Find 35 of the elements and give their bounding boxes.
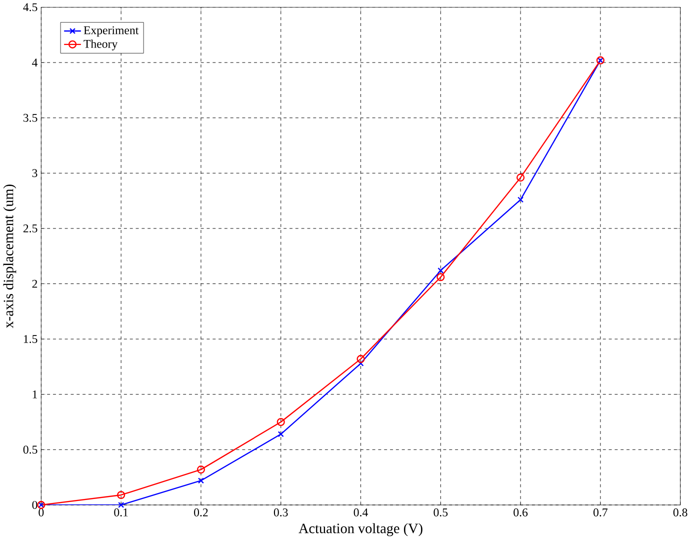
point bbox=[436, 272, 445, 281]
y-tick-label: 1 bbox=[32, 390, 37, 398]
x-tick-label: 0.2 bbox=[194, 508, 208, 516]
point bbox=[198, 477, 204, 484]
y-tick-label: 0 bbox=[32, 500, 38, 509]
x-tick-label: 0.5 bbox=[434, 508, 448, 516]
point bbox=[516, 173, 525, 182]
point bbox=[118, 502, 124, 508]
y-tick-label: 4 bbox=[32, 58, 38, 66]
y-tick-label: 2 bbox=[32, 280, 38, 288]
x-axis-title: Actuation voltage (V) bbox=[298, 523, 422, 536]
point bbox=[196, 465, 206, 474]
y-tick-label: 1.5 bbox=[24, 334, 38, 343]
y-tick-label: 3 bbox=[32, 168, 38, 177]
y-tick-label: 0.5 bbox=[23, 445, 38, 454]
x-tick-label: 0.6 bbox=[514, 508, 528, 516]
x-tick-label: 0.1 bbox=[114, 508, 128, 516]
y-axis-title: x-axis displacement (um) bbox=[3, 184, 16, 328]
legend-label: Theory bbox=[84, 39, 118, 50]
point bbox=[518, 196, 524, 203]
legend-label: Experiment bbox=[84, 26, 139, 36]
x-tick-label: 0 bbox=[38, 508, 44, 516]
x-tick-label: 0.8 bbox=[673, 508, 688, 516]
y-tick-label: 2.5 bbox=[23, 224, 38, 232]
x-tick-label: 0.4 bbox=[354, 508, 368, 516]
y-tick-label: 4.5 bbox=[23, 3, 38, 12]
x-tick-label: 0.3 bbox=[274, 508, 288, 516]
point bbox=[356, 354, 365, 363]
point bbox=[278, 430, 284, 437]
x-tick-label: 0.7 bbox=[593, 508, 608, 516]
point bbox=[276, 418, 285, 426]
point bbox=[438, 267, 444, 274]
y-tick-label: 3.5 bbox=[23, 114, 38, 122]
point bbox=[117, 490, 126, 499]
point bbox=[358, 360, 364, 366]
